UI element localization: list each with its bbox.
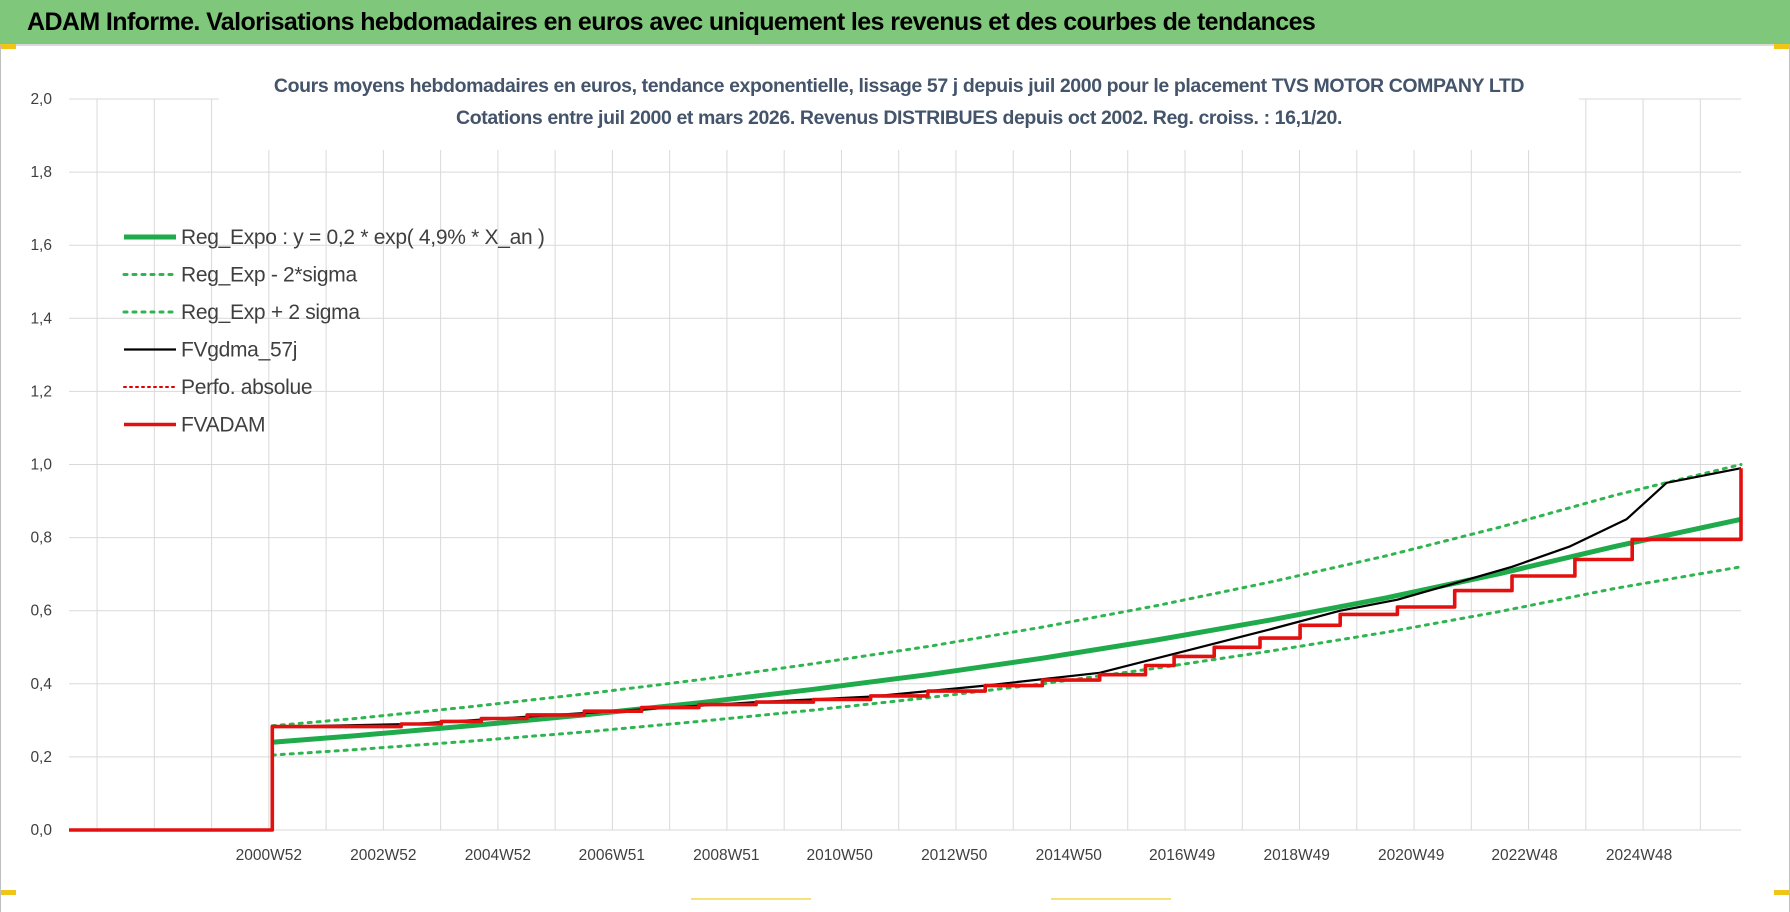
legend-label: FVADAM xyxy=(181,414,265,437)
y-tick-label: 0,8 xyxy=(30,530,52,547)
axes: 0,0 0,2 0,4 0,6 0,8 1,0 1,2 1,4 1,6 1,8 2,0 2000W52… xyxy=(30,91,1672,864)
x-tick-label: 2024W48 xyxy=(1606,847,1672,864)
x-tick-label: 2008W51 xyxy=(693,847,759,864)
line-chart: Cours moyens hebdomadaires en euros, ten… xyxy=(30,66,1743,864)
y-tick-label: 1,8 xyxy=(30,164,52,181)
y-tick-label: 2,0 xyxy=(30,91,52,108)
legend-label: Reg_Exp - 2*sigma xyxy=(181,264,357,287)
x-tick-label: 2004W52 xyxy=(465,847,531,864)
corner-mark-bottom-right xyxy=(1774,890,1790,895)
chart-title-block: Cours moyens hebdomadaires en euros, ten… xyxy=(219,66,1579,150)
legend: Reg_Expo : y = 0,2 * exp( 4,9% * X_an ) R… xyxy=(122,226,545,437)
legend-label: FVgdma_57j xyxy=(181,339,297,362)
gridlines xyxy=(69,98,1741,831)
series-line-2 xyxy=(270,463,1743,728)
x-tick-label: 2016W49 xyxy=(1149,847,1215,864)
header-banner: ADAM Informe. Valorisations hebdomadaire… xyxy=(0,0,1790,46)
legend-label: Perfo. absolue xyxy=(181,376,312,399)
corner-mark-right xyxy=(1774,44,1790,49)
y-tick-label: 1,0 xyxy=(30,457,52,474)
x-tick-label: 2012W50 xyxy=(921,847,988,864)
x-tick-label: 2020W49 xyxy=(1378,847,1444,864)
x-tick-label: 2010W50 xyxy=(807,847,874,864)
y-tick-label: 0,4 xyxy=(30,676,52,693)
series-line-3 xyxy=(69,467,1742,832)
legend-label: Reg_Exp + 2 sigma xyxy=(181,301,360,324)
y-tick-label: 0,0 xyxy=(30,822,52,839)
x-tick-label: 2018W49 xyxy=(1263,847,1329,864)
x-tick-label: 2006W51 xyxy=(579,847,645,864)
corner-mark-left xyxy=(0,44,16,49)
corner-mark-bottom-left xyxy=(0,890,16,895)
chart-subtitle: Cotations entre juil 2000 et mars 2026. … xyxy=(456,107,1342,129)
y-tick-label: 1,2 xyxy=(30,383,52,400)
chart-title: Cours moyens hebdomadaires en euros, ten… xyxy=(274,75,1524,97)
series-line-1 xyxy=(270,565,1743,757)
bottom-accent-2 xyxy=(1051,898,1171,900)
report-title: ADAM Informe. Valorisations hebdomadaire… xyxy=(27,8,1316,36)
y-tick-label: 1,6 xyxy=(30,237,52,254)
y-tick-label: 0,2 xyxy=(30,749,52,766)
x-tick-label: 2014W50 xyxy=(1036,847,1103,864)
series-line-5 xyxy=(69,468,1743,832)
chart-frame: Cours moyens hebdomadaires en euros, ten… xyxy=(0,46,1790,912)
x-tick-label: 2000W52 xyxy=(236,847,302,864)
bottom-accent-1 xyxy=(691,898,811,900)
y-tick-label: 1,4 xyxy=(30,310,52,327)
x-tick-label: 2002W52 xyxy=(350,847,416,864)
y-tick-label: 0,6 xyxy=(30,603,52,620)
series-lines xyxy=(69,463,1743,832)
legend-label: Reg_Expo : y = 0,2 * exp( 4,9% * X_an ) xyxy=(181,226,545,249)
title-background xyxy=(219,66,1579,150)
x-tick-label: 2022W48 xyxy=(1491,847,1557,864)
series-line-0 xyxy=(272,516,1742,745)
